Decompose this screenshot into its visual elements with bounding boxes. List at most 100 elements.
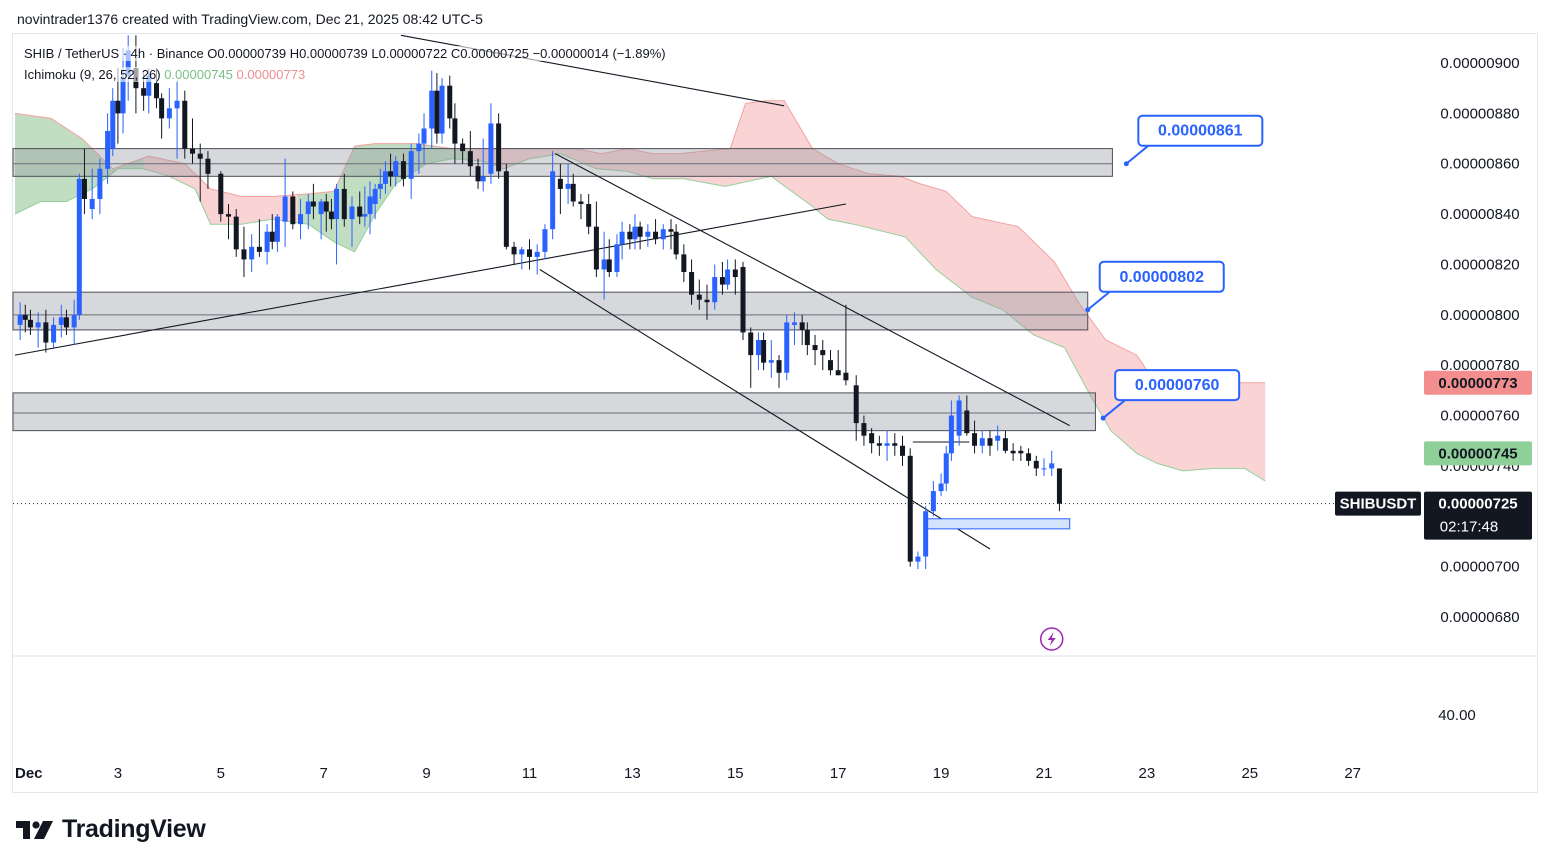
candle-body-down	[776, 360, 782, 373]
candle-body-down	[226, 214, 232, 217]
candle-body-up	[249, 246, 255, 260]
candle-body-up	[915, 556, 921, 562]
last-price-value: 0.00000725	[1438, 496, 1517, 513]
candle-body-up	[416, 143, 422, 152]
candle-body-up	[519, 249, 525, 255]
last-price-badge	[1424, 491, 1532, 540]
candle-body-down	[1002, 438, 1008, 451]
candle-body-down	[696, 294, 702, 300]
callout-anchor	[1085, 307, 1091, 313]
candle-body-up	[372, 188, 378, 205]
candle-body-down	[328, 211, 334, 220]
candle-body-down	[141, 88, 147, 96]
candle-body-up	[601, 259, 607, 270]
trendline	[554, 153, 1070, 427]
price-tick-label: 0.00000700	[1440, 559, 1519, 576]
price-tick-label: 0.00000840	[1440, 206, 1519, 223]
symbol-badge-text: SHIBUSDT	[1340, 496, 1417, 513]
callout-label: 0.00000760	[1135, 377, 1220, 394]
candle-body-down	[748, 332, 754, 356]
callout-pointer	[1102, 399, 1126, 419]
candle-body-up	[146, 75, 152, 96]
candle-body-down	[907, 455, 913, 562]
candle-body-down	[861, 423, 867, 436]
candle-body-down	[115, 100, 121, 114]
candle-body-up	[1041, 468, 1047, 470]
candle-body-down	[704, 299, 710, 303]
candle-body-up	[35, 322, 41, 328]
ichimoku-price-badge	[1424, 441, 1532, 466]
candle-body-down	[269, 231, 275, 242]
callout-anchor	[1100, 415, 1106, 421]
candle-body-up	[334, 188, 340, 220]
candle-body-up	[305, 201, 311, 215]
ichimoku-value-a: 0.00000745	[164, 67, 233, 82]
candle-body-up	[979, 438, 985, 446]
candle-body-down	[190, 148, 196, 154]
candle-body-up	[166, 108, 172, 119]
candle-body-up	[429, 90, 435, 129]
candle-body-up	[274, 216, 280, 242]
callout-label: 0.00000861	[1158, 123, 1243, 140]
time-tick-label: Dec	[15, 765, 43, 782]
candle-body-down	[357, 206, 363, 217]
candle-body-down	[892, 443, 898, 446]
candle-body-down	[218, 173, 224, 215]
ichimoku-price-badge	[1424, 370, 1532, 395]
lightning-glyph	[1047, 632, 1056, 646]
candle-body-up	[565, 183, 571, 189]
candle-body-down	[732, 269, 738, 278]
candle-body-up	[488, 123, 494, 174]
candle-body-up	[89, 198, 95, 210]
candle-body-up	[725, 269, 731, 285]
candle-body-up	[1049, 463, 1055, 469]
senkou-span-b-line	[14, 100, 1266, 386]
candle-body-up	[645, 231, 651, 237]
candle-body-up	[550, 171, 556, 230]
callout-box	[1114, 369, 1241, 402]
candle-body-down	[43, 322, 49, 343]
candle-body-up	[367, 196, 373, 215]
candle-body-down	[323, 201, 329, 212]
ichimoku-legend: Ichimoku (9, 26, 52, 26) 0.00000745 0.00…	[24, 67, 306, 82]
candle-body-down	[241, 249, 247, 260]
time-tick-label: 11	[522, 765, 538, 782]
time-tick-label: 15	[727, 765, 744, 782]
candle-body-up	[408, 151, 414, 179]
candle-body-down	[341, 188, 347, 220]
candle-body-up	[51, 324, 57, 343]
candle-body-down	[27, 319, 33, 328]
candle-body-down	[606, 259, 612, 273]
trendline	[14, 203, 847, 356]
lower-scale-label: 40.00	[1438, 707, 1476, 724]
candle-body-down	[578, 201, 584, 205]
candle-body-down	[475, 166, 481, 182]
candle-body-down	[153, 83, 159, 99]
tradingview-logo[interactable]: TradingView	[16, 815, 206, 844]
candle-body-up	[660, 229, 666, 240]
candle-body-up	[534, 251, 540, 257]
candle-body-down	[869, 433, 875, 444]
candle-body-down	[310, 201, 316, 207]
candle-body-up	[58, 317, 64, 325]
candle-body-up	[377, 183, 383, 189]
tradingview-logo-icon	[16, 820, 53, 839]
candle-body-down	[653, 231, 659, 240]
candle-body-up	[105, 130, 111, 169]
time-tick-label: 3	[114, 765, 122, 782]
price-tick-label: 0.00000800	[1440, 307, 1519, 324]
callout-label: 0.00000802	[1119, 269, 1204, 286]
candle-body-up	[120, 78, 126, 114]
callout-box	[1098, 260, 1225, 293]
candle-body-down	[900, 445, 906, 456]
candle-body-down	[400, 161, 406, 179]
candle-body-down	[799, 322, 805, 330]
candle-body-down	[511, 246, 517, 255]
candle-body-up	[995, 435, 1001, 441]
price-tick-label: 0.00000860	[1440, 156, 1519, 173]
candle-body-up	[318, 201, 324, 215]
candle-body-down	[740, 266, 746, 333]
resistance-zone	[12, 148, 1113, 177]
resistance-zone	[12, 392, 1096, 432]
